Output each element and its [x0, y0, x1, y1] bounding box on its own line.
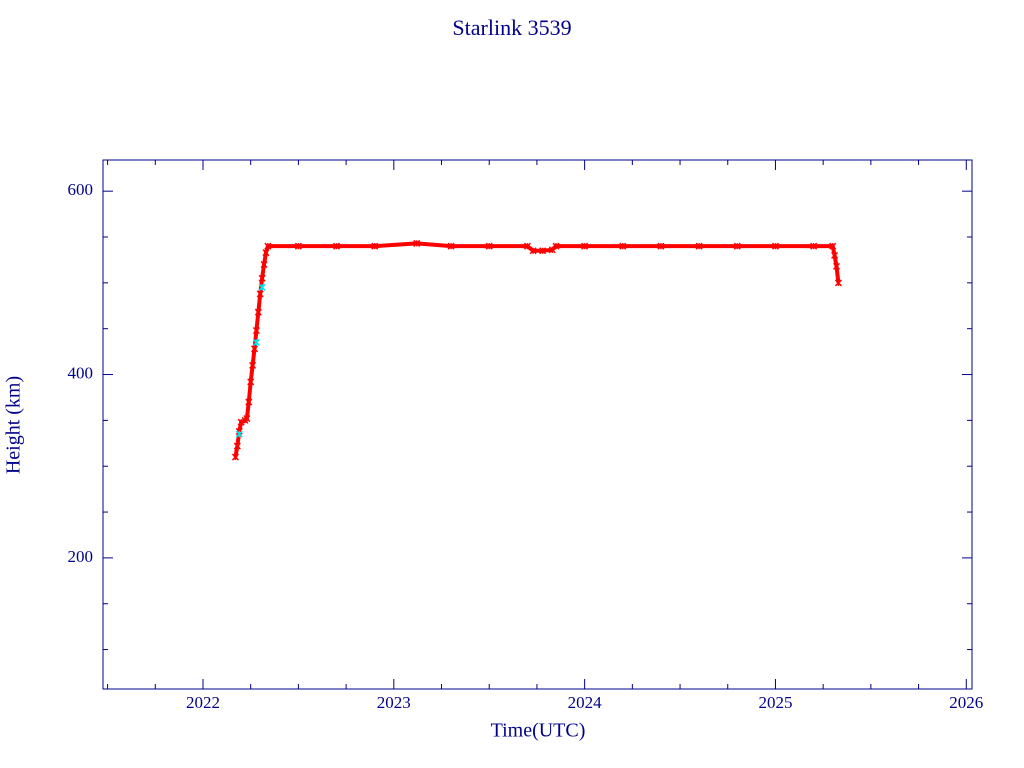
y-tick-label: 200	[68, 547, 94, 566]
series-line	[233, 241, 841, 458]
data-point	[237, 418, 245, 426]
data-point	[413, 239, 421, 247]
data-point	[829, 242, 837, 250]
data-point	[539, 247, 547, 255]
data-point	[260, 260, 268, 269]
data-point	[810, 242, 818, 250]
data-point	[371, 242, 379, 250]
data-point	[250, 345, 259, 353]
y-axis-label: Height (km)	[3, 376, 25, 474]
data-point	[243, 415, 251, 423]
data-point	[834, 279, 842, 287]
data-point	[581, 242, 589, 250]
data-point	[695, 242, 703, 250]
x-axis-label: Time(UTC)	[491, 720, 586, 742]
data-point	[233, 442, 241, 450]
data-point	[247, 378, 255, 386]
data-point	[529, 247, 537, 255]
data-point	[256, 290, 264, 298]
data-point	[523, 242, 531, 250]
data-point	[262, 249, 270, 257]
x-tick-label: 2022	[186, 693, 220, 712]
data-point	[447, 242, 455, 250]
x-tick-label: 2023	[377, 693, 411, 712]
data-point	[294, 242, 302, 250]
data-point	[254, 308, 262, 316]
x-tick-label: 2025	[758, 693, 792, 712]
data-point	[832, 262, 841, 270]
data-point	[252, 338, 260, 346]
data-point	[231, 453, 239, 461]
plot-frame	[102, 159, 973, 690]
chart-title: Starlink 3539	[452, 15, 571, 40]
data-point	[733, 242, 741, 250]
x-tick-label: 2024	[568, 693, 603, 712]
data-point	[249, 361, 257, 369]
data-point	[264, 242, 272, 250]
data-point	[258, 274, 266, 282]
y-tick-label: 400	[68, 363, 94, 382]
data-point	[252, 326, 260, 335]
data-point	[258, 283, 266, 291]
data-point	[245, 398, 253, 406]
data-point	[831, 251, 839, 259]
data-point	[771, 242, 779, 250]
data-point	[333, 242, 341, 250]
data-point	[485, 242, 493, 250]
x-tick-label: 2026	[949, 693, 983, 712]
data-point	[657, 242, 665, 250]
data-point	[552, 242, 560, 250]
data-point	[619, 242, 627, 250]
y-tick-label: 600	[68, 180, 94, 199]
data-point	[235, 430, 243, 438]
